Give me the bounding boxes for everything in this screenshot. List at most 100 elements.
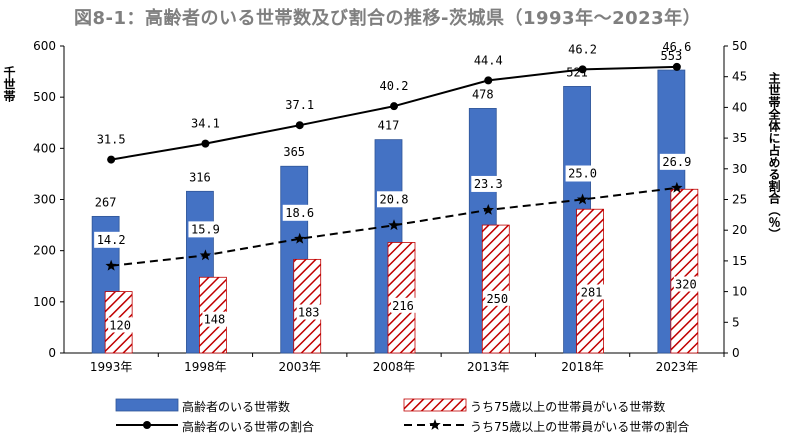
bars-households-75: 120 148 183 216 250 281 320 [104,188,699,354]
y-tick-label-left: 100 [33,295,56,309]
point-ratio-75 [105,259,117,271]
y-tick-label-left: 200 [33,244,56,258]
point-ratio [295,121,304,130]
data-label-households-75: 120 [109,318,131,332]
legend-marker-ratio [143,421,151,429]
data-label-bg [202,311,228,327]
data-label-households-75: 320 [675,278,697,292]
chart-title: 図8-1：高齢者のいる世帯数及び割合の推移-茨城県（1993年〜2023年） [74,8,702,29]
x-tick-label: 2003年 [278,360,321,374]
data-label-households: 365 [283,145,305,159]
point-ratio-75 [576,193,589,205]
data-label-bg [188,221,223,238]
legend [115,398,467,430]
data-label-ratio: 37.1 [285,98,314,112]
data-label-bg [377,191,411,208]
point-ratio [672,62,681,71]
y-tick-label-left: 500 [33,90,56,104]
data-label-bg [282,204,317,221]
x-tick-label: 2008年 [373,360,416,374]
y-tick-label-right: 40 [732,100,747,114]
data-label-households-75: 281 [581,285,603,299]
y-tick-label-right: 50 [732,39,747,53]
y-tick-label-left: 400 [33,141,56,155]
data-label-households: 316 [189,170,211,184]
data-label-ratio-75: 14.2 [97,233,126,247]
data-label-bg [659,153,694,170]
y-axis-left-label: 千世帯 [2,66,16,102]
point-ratio [578,65,587,74]
data-label-ratio: 44.4 [474,53,503,67]
data-label-bg [471,175,506,192]
legend-marker-ratio-75 [429,419,441,430]
y-tick-label-left: 300 [33,193,56,207]
legend-label-households-75: うち75歳以上の世帯員がいる世帯数 [470,400,666,414]
point-ratio [107,155,116,164]
y-tick-label-right: 45 [732,70,747,84]
data-label-households-75: 216 [392,299,414,313]
point-ratio-75 [388,219,400,231]
point-ratio-75 [294,232,306,244]
bar-households-75 [387,242,416,354]
data-label-households: 417 [378,119,400,133]
y-tick-label-right: 0 [732,346,740,360]
data-label-ratio-75: 26.9 [662,155,691,169]
axes: 0 100 200 300 400 500 600 0 5 10 15 20 25 30 35 40 45 50 1… [33,39,747,374]
legend-label-ratio: 高齢者のいる世帯の割合 [182,420,315,434]
point-ratio [201,139,210,148]
y-tick-label-right: 15 [732,254,747,268]
data-label-bg [296,304,322,320]
y-tick-label-right: 25 [732,193,747,207]
data-label-households: 267 [95,195,117,209]
data-label-households-75: 183 [298,306,320,320]
y-axis-right-label: 主世帯全体に占める割合（％） [767,72,781,240]
data-label-ratio: 34.1 [191,117,220,131]
legend-swatch-households-75 [403,398,467,412]
point-ratio-75 [671,181,683,193]
data-label-bg [579,284,605,300]
x-tick-label: 2023年 [656,360,699,374]
data-label-households: 553 [661,49,683,63]
y-tick-label-right: 5 [732,315,740,329]
point-ratio [390,102,398,111]
data-label-ratio-75: 23.3 [474,177,503,191]
x-tick-label: 2018年 [561,360,604,374]
data-label-households-75: 250 [486,292,508,306]
y-tick-label-right: 10 [732,285,747,299]
y-tick-label-left: 600 [33,39,56,53]
y-tick-label-right: 35 [732,131,747,145]
y-tick-label-right: 20 [732,223,747,237]
data-label-ratio-75: 25.0 [568,167,597,181]
y-tick-label-left: 0 [48,346,56,360]
y-tick-label-right: 30 [732,162,747,176]
x-tick-label: 1998年 [184,360,227,374]
data-label-bg [391,297,416,313]
x-tick-label: 1993年 [90,360,133,374]
legend-swatch-households [115,398,179,412]
data-label-ratio-75: 20.8 [380,192,409,206]
data-label-bg [565,165,600,182]
line-households-75-ratio: 14.2 15.9 18.6 20.8 23.3 25.0 26.9 [94,153,694,271]
data-label-ratio: 46.6 [662,40,691,54]
data-label-bg [485,290,511,306]
data-label-households-75: 148 [204,313,226,327]
data-label-households: 478 [472,87,494,101]
point-ratio [484,76,493,85]
data-label-ratio: 40.2 [380,79,409,93]
legend-label-ratio-75: うち75歳以上の世帯員がいる世帯の割合 [470,420,690,434]
data-label-bg [108,317,134,333]
legend-label-households: 高齢者のいる世帯数 [182,400,291,414]
bar-households-75 [481,224,510,354]
data-label-bg [673,276,699,292]
bar-households-75 [670,188,699,354]
data-label-ratio-75: 15.9 [191,222,220,236]
data-label-ratio: 31.5 [97,133,126,147]
bar-households-75 [576,208,604,354]
x-tick-label: 2013年 [467,360,510,374]
data-label-bg [94,231,129,248]
line-households-ratio: 31.5 34.1 37.1 40.2 44.4 46.2 46.6 [97,40,691,164]
point-ratio-75 [482,203,494,215]
point-ratio-75 [199,249,212,261]
data-label-ratio: 46.2 [568,42,597,56]
